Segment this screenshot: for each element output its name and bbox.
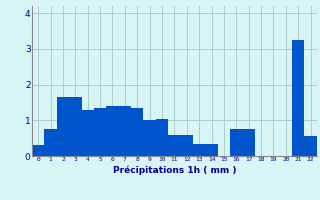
Bar — [69, 97, 82, 156]
Bar — [32, 145, 44, 156]
Bar — [143, 120, 156, 156]
Bar — [156, 118, 168, 156]
Bar — [193, 144, 205, 156]
Bar — [131, 108, 143, 156]
Bar — [106, 106, 119, 156]
Bar — [168, 135, 180, 156]
Bar — [205, 144, 218, 156]
Bar — [119, 106, 131, 156]
Bar — [94, 108, 106, 156]
Bar — [82, 110, 94, 156]
Bar — [243, 129, 255, 156]
Bar — [180, 135, 193, 156]
X-axis label: Précipitations 1h ( mm ): Précipitations 1h ( mm ) — [113, 165, 236, 175]
Bar — [230, 129, 243, 156]
Bar — [57, 97, 69, 156]
Bar — [292, 40, 304, 156]
Bar — [44, 129, 57, 156]
Bar — [304, 136, 317, 156]
